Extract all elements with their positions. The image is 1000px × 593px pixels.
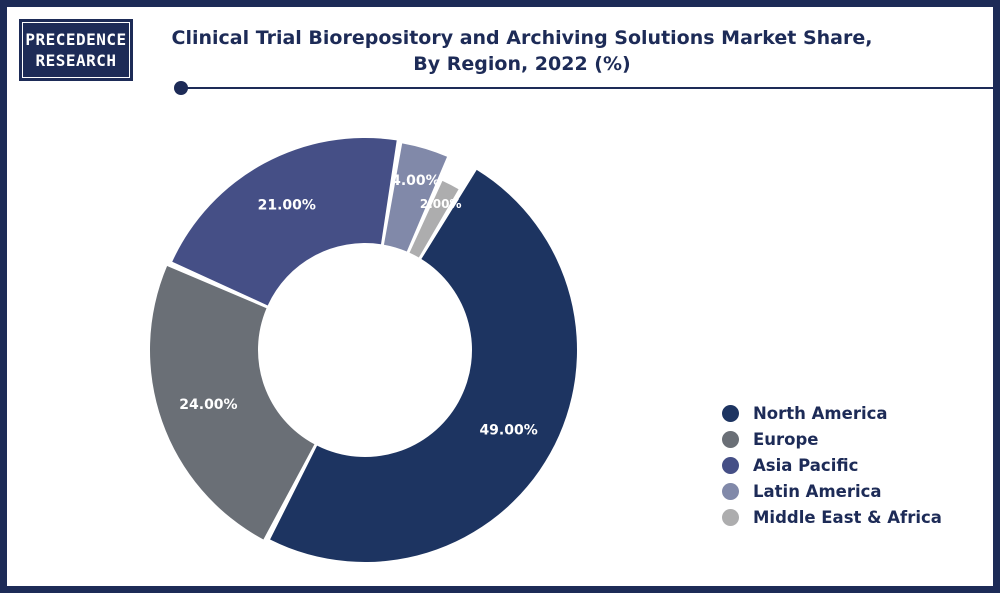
logo-line-1: PRECEDENCE: [25, 30, 127, 49]
chart-legend: North America Europe Asia Pacific Latin Ame…: [722, 400, 942, 530]
slice-label-latin-america: 4.00%: [391, 173, 440, 189]
chart-title: Clinical Trial Biorepository and Archivi…: [157, 25, 887, 77]
slice-latin-america: [383, 143, 448, 252]
logo-line-2: RESEARCH: [35, 51, 117, 70]
slice-label-middle-east-africa: 2.00%: [420, 197, 462, 211]
legend-label-latin-america: Latin America: [753, 481, 882, 501]
chart-title-line-1: Clinical Trial Biorepository and Archivi…: [171, 27, 873, 49]
legend-item-latin-america: Latin America: [722, 478, 942, 504]
slice-asia-pacific: [172, 138, 397, 306]
legend-swatch-europe: [722, 430, 739, 448]
slice-label-europe: 24.00%: [179, 397, 237, 413]
slice-middle-east-africa: [409, 180, 459, 258]
legend-swatch-middle-east-africa: [722, 508, 739, 526]
legend-item-europe: Europe: [722, 426, 942, 452]
precedence-research-logo: PRECEDENCE RESEARCH: [19, 19, 133, 81]
legend-swatch-north-america: [722, 404, 739, 422]
slice-north-america: [270, 169, 577, 562]
slice-label-north-america: 49.00%: [479, 422, 537, 438]
chart-title-line-2: By Region, 2022 (%): [413, 53, 631, 75]
legend-swatch-latin-america: [722, 482, 739, 500]
legend-label-north-america: North America: [753, 403, 888, 423]
legend-item-asia-pacific: Asia Pacific: [722, 452, 942, 478]
slice-europe: [149, 265, 315, 540]
slice-label-asia-pacific: 21.00%: [258, 197, 316, 213]
legend-label-middle-east-africa: Middle East & Africa: [753, 507, 942, 527]
legend-label-asia-pacific: Asia Pacific: [753, 455, 859, 475]
legend-swatch-asia-pacific: [722, 456, 739, 474]
title-divider-dot: [174, 81, 188, 95]
legend-label-europe: Europe: [753, 429, 819, 449]
legend-item-north-america: North America: [722, 400, 942, 426]
logo-border: PRECEDENCE RESEARCH: [22, 22, 130, 78]
legend-item-middle-east-africa: Middle East & Africa: [722, 504, 942, 530]
title-divider: [181, 87, 993, 89]
